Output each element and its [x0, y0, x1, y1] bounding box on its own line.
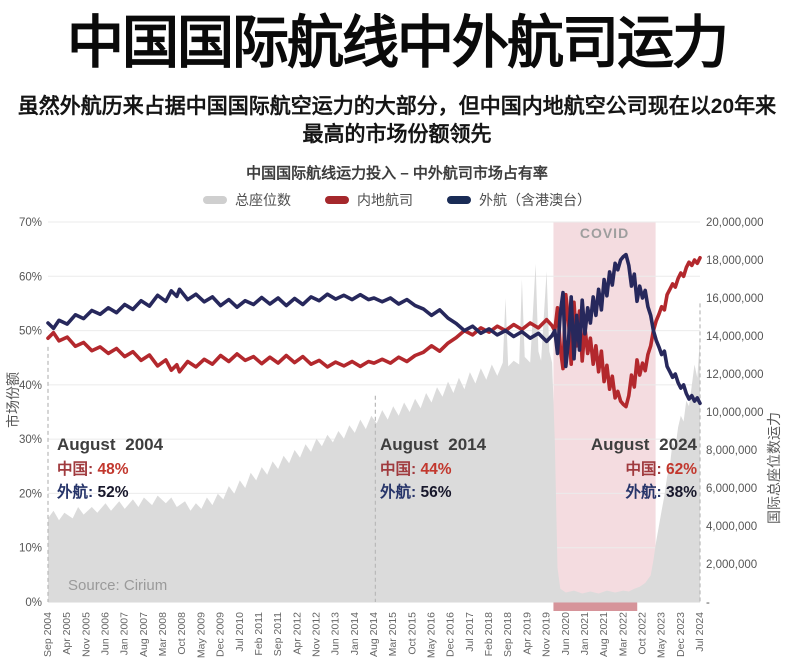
y-axis-right-tick-label: 16,000,000 [706, 293, 764, 305]
market-share-chart: COVID Sep 2004 Apr 2005 Nov 2005 Jun 2006 Jan… [19, 217, 764, 658]
legend-item-total-seats: 总座位数 [203, 190, 291, 210]
y-axis-right-tick-label: 14,000,000 [706, 331, 764, 343]
page-subtitle: 虽然外航历来占据中国国际航空运力的大部分，但中国内地航空公司现在以20年来 最高… [17, 95, 777, 146]
foreign-share-label: 外航: [380, 483, 417, 501]
y-axis-right-tick-label: - [706, 597, 710, 609]
china-share-label: 中国: [57, 460, 94, 478]
x-axis-tick-label: Nov 2012 [310, 612, 322, 657]
mainland-carriers-swatch-icon [325, 196, 349, 204]
foreign-carriers-swatch-icon [447, 196, 471, 204]
x-axis-tick-label: Sep 2004 [42, 612, 54, 657]
y-axis-right-tick-label: 2,000,000 [706, 559, 757, 571]
x-axis-tick-label: Mar 2015 [387, 612, 399, 657]
x-axis-tick-label: Dec 2023 [675, 612, 687, 657]
source-note: Source: Cirium [68, 577, 168, 594]
y-axis-left-title: 市场份额 [5, 372, 21, 428]
x-axis-tick-label: Jul 2017 [464, 612, 476, 652]
y-axis-right-tick-label: 12,000,000 [706, 369, 764, 381]
y-axis-right-tick-label: 4,000,000 [706, 521, 757, 533]
y-axis-left-tick-label: 70% [19, 217, 42, 229]
y-axis-left-tick-label: 20% [19, 488, 42, 500]
x-axis-tick-label: Jun 2013 [330, 612, 342, 655]
x-axis-tick-label: May 2009 [195, 612, 207, 658]
x-axis-tick-label: Jan 2014 [349, 612, 361, 655]
x-axis-tick-label: Feb 2018 [483, 612, 495, 657]
chart-title: 中国国际航线运力投入 – 中外航司市场占有率 [246, 165, 548, 182]
legend-item-mainland-carriers: 内地航司 [325, 190, 413, 210]
legend-item-foreign-carriers: 外航（含港澳台） [447, 190, 591, 210]
x-axis-tick-label: Jul 2010 [234, 612, 246, 652]
x-axis-tick-label: May 2016 [426, 612, 438, 658]
y-axis-left-tick-label: 30% [19, 434, 42, 446]
x-axis-tick-label: May 2023 [656, 612, 668, 658]
x-axis-tick-label: Aug 2007 [138, 612, 150, 657]
x-axis-tick-label: Apr 2005 [61, 612, 73, 655]
x-axis-tick-label: Jan 2007 [119, 612, 131, 655]
x-axis-tick-label: Apr 2012 [291, 612, 303, 655]
annotation-august-2014: August 2014 中国: 44% 外航: 56% [380, 432, 486, 504]
x-axis-tick-label: Feb 2011 [253, 612, 265, 656]
foreign-carriers-line [46, 252, 702, 406]
foreign-share-value: 38% [665, 483, 697, 501]
x-axis-tick-label: Apr 2019 [521, 612, 533, 655]
total-seats-area [48, 263, 700, 602]
mainland-carriers-line [46, 256, 702, 409]
covid-band-axis-strip [553, 602, 638, 611]
annotation-date: August 2014 [380, 435, 487, 454]
x-axis-tick-label: Jun 2006 [100, 612, 112, 655]
covid-label: COVID [580, 225, 629, 241]
y-axis-left-tick-label: 0% [25, 597, 42, 609]
legend-label: 总座位数 [235, 192, 291, 208]
china-share-value: 62% [665, 460, 697, 478]
y-axis-right-tick-label: 20,000,000 [706, 217, 764, 229]
foreign-share-label: 外航: [57, 483, 94, 501]
y-axis-left-tick-label: 60% [19, 271, 42, 283]
x-axis-tick-label: Mar 2022 [617, 612, 629, 657]
legend-label: 外航（含港澳台） [479, 192, 591, 208]
chart-legend: 总座位数 内地航司 外航（含港澳台） [0, 190, 794, 210]
y-axis-left-tick-label: 10% [19, 543, 42, 555]
x-axis-tick-label: Aug 2014 [368, 612, 380, 657]
china-share-label: 中国: [625, 460, 662, 478]
total-seats-swatch-icon [203, 196, 227, 204]
y-axis-right-tick-label: 10,000,000 [706, 407, 764, 419]
y-axis-right-tick-label: 18,000,000 [706, 255, 764, 267]
x-axis-tick-label: Jul 2024 [694, 612, 706, 652]
annotation-august-2024: August 2024 中国: 62% 外航: 38% [591, 432, 697, 504]
foreign-share-value: 52% [97, 483, 129, 501]
china-share-value: 44% [420, 460, 452, 478]
annotation-date: August 2024 [590, 435, 697, 454]
foreign-share-label: 外航: [625, 483, 662, 501]
annotation-date: August 2004 [57, 435, 164, 454]
y-axis-left-tick-label: 50% [19, 326, 42, 338]
annotation-august-2004: August 2004 中国: 48% 外航: 52% [57, 432, 163, 504]
china-share-label: 中国: [380, 460, 417, 478]
y-axis-right-tick-label: 8,000,000 [706, 445, 757, 457]
x-axis-tick-label: Oct 2008 [176, 612, 188, 655]
x-axis-tick-label: Sep 2018 [502, 612, 514, 657]
foreign-share-value: 56% [420, 483, 452, 501]
x-axis-tick-label: Nov 2005 [80, 612, 92, 657]
legend-label: 内地航司 [357, 192, 413, 208]
y-axis-right-title: 国际总座位数运力 [766, 412, 782, 524]
x-axis-tick-label: Sep 2011 [272, 612, 284, 656]
page-title: 中国国际航线中外航司运力 [67, 11, 729, 75]
y-axis-left-tick-label: 40% [19, 380, 42, 392]
x-axis-tick-label: Nov 2019 [541, 612, 553, 657]
x-axis-tick-label: Mar 2008 [157, 612, 169, 657]
x-axis-tick-label: Dec 2009 [215, 612, 227, 657]
x-axis-tick-label: Aug 2021 [598, 612, 610, 657]
x-axis-tick-label: Dec 2016 [445, 612, 457, 657]
x-axis-tick-label: Jun 2020 [560, 612, 572, 655]
china-share-value: 48% [97, 460, 129, 478]
x-axis-tick-label: Oct 2015 [406, 612, 418, 655]
x-axis-tick-label: Jan 2021 [579, 612, 591, 655]
x-axis-tick-label: Oct 2022 [636, 612, 648, 655]
y-axis-right-tick-label: 6,000,000 [706, 483, 757, 495]
